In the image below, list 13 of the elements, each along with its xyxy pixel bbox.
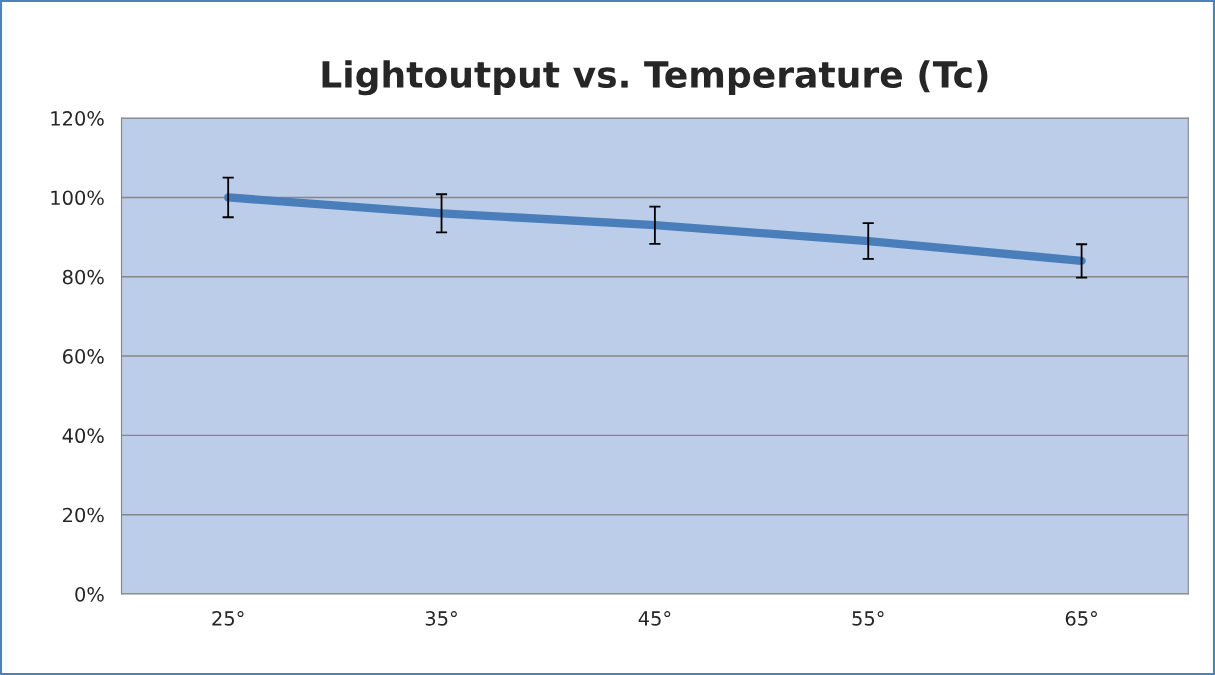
y-tick-label: 40% xyxy=(62,428,104,444)
x-tick-label: 55° xyxy=(852,611,884,626)
x-tick-label: 45° xyxy=(638,611,671,626)
y-tick-label: 20% xyxy=(63,507,104,523)
x-tick-label: 65° xyxy=(1065,611,1097,626)
y-tick-label: 120% xyxy=(51,111,104,126)
x-tick-label: 25° xyxy=(212,611,244,626)
y-tick-label: 80% xyxy=(62,269,104,285)
y-tick-label: 100% xyxy=(51,190,104,206)
y-tick-label: 60% xyxy=(62,349,104,364)
chart-title: Lightoutput vs. Temperature (Tc) xyxy=(322,60,988,96)
y-tick-label: 0% xyxy=(75,586,104,602)
x-tick-label: 35° xyxy=(425,611,457,626)
